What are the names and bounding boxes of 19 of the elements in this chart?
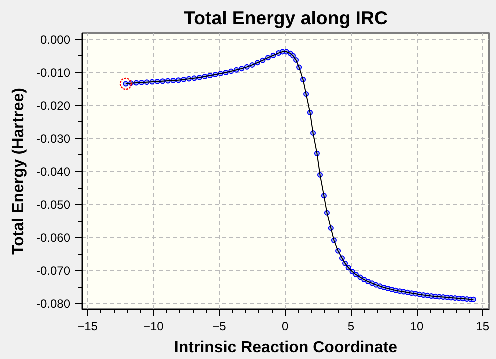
y-tick-label: -0.040 bbox=[36, 165, 71, 179]
y-tick-label: -0.010 bbox=[36, 66, 71, 80]
y-tick-label: -0.020 bbox=[36, 98, 71, 113]
x-tick-label: 5 bbox=[348, 320, 355, 334]
y-tick-label: 0.000 bbox=[40, 32, 71, 47]
y-tick-label: -0.070 bbox=[36, 264, 71, 278]
x-tick-label: −5 bbox=[212, 320, 227, 334]
y-axis-title: Total Energy (Hartree) bbox=[10, 88, 28, 255]
x-tick-label: 10 bbox=[410, 320, 424, 334]
x-tick-label: −10 bbox=[143, 320, 164, 334]
x-tick-label: 15 bbox=[476, 320, 490, 334]
y-tick-label: -0.060 bbox=[36, 231, 71, 246]
x-tick-label: 0 bbox=[282, 320, 290, 334]
chart-title: Total Energy along IRC bbox=[184, 8, 388, 28]
x-axis-title: Intrinsic Reaction Coordinate bbox=[174, 340, 398, 356]
y-tick-label: -0.030 bbox=[36, 132, 71, 146]
x-tick-label: −15 bbox=[78, 320, 98, 334]
y-tick-label: -0.050 bbox=[36, 198, 71, 212]
y-tick-label: -0.080 bbox=[36, 297, 71, 312]
